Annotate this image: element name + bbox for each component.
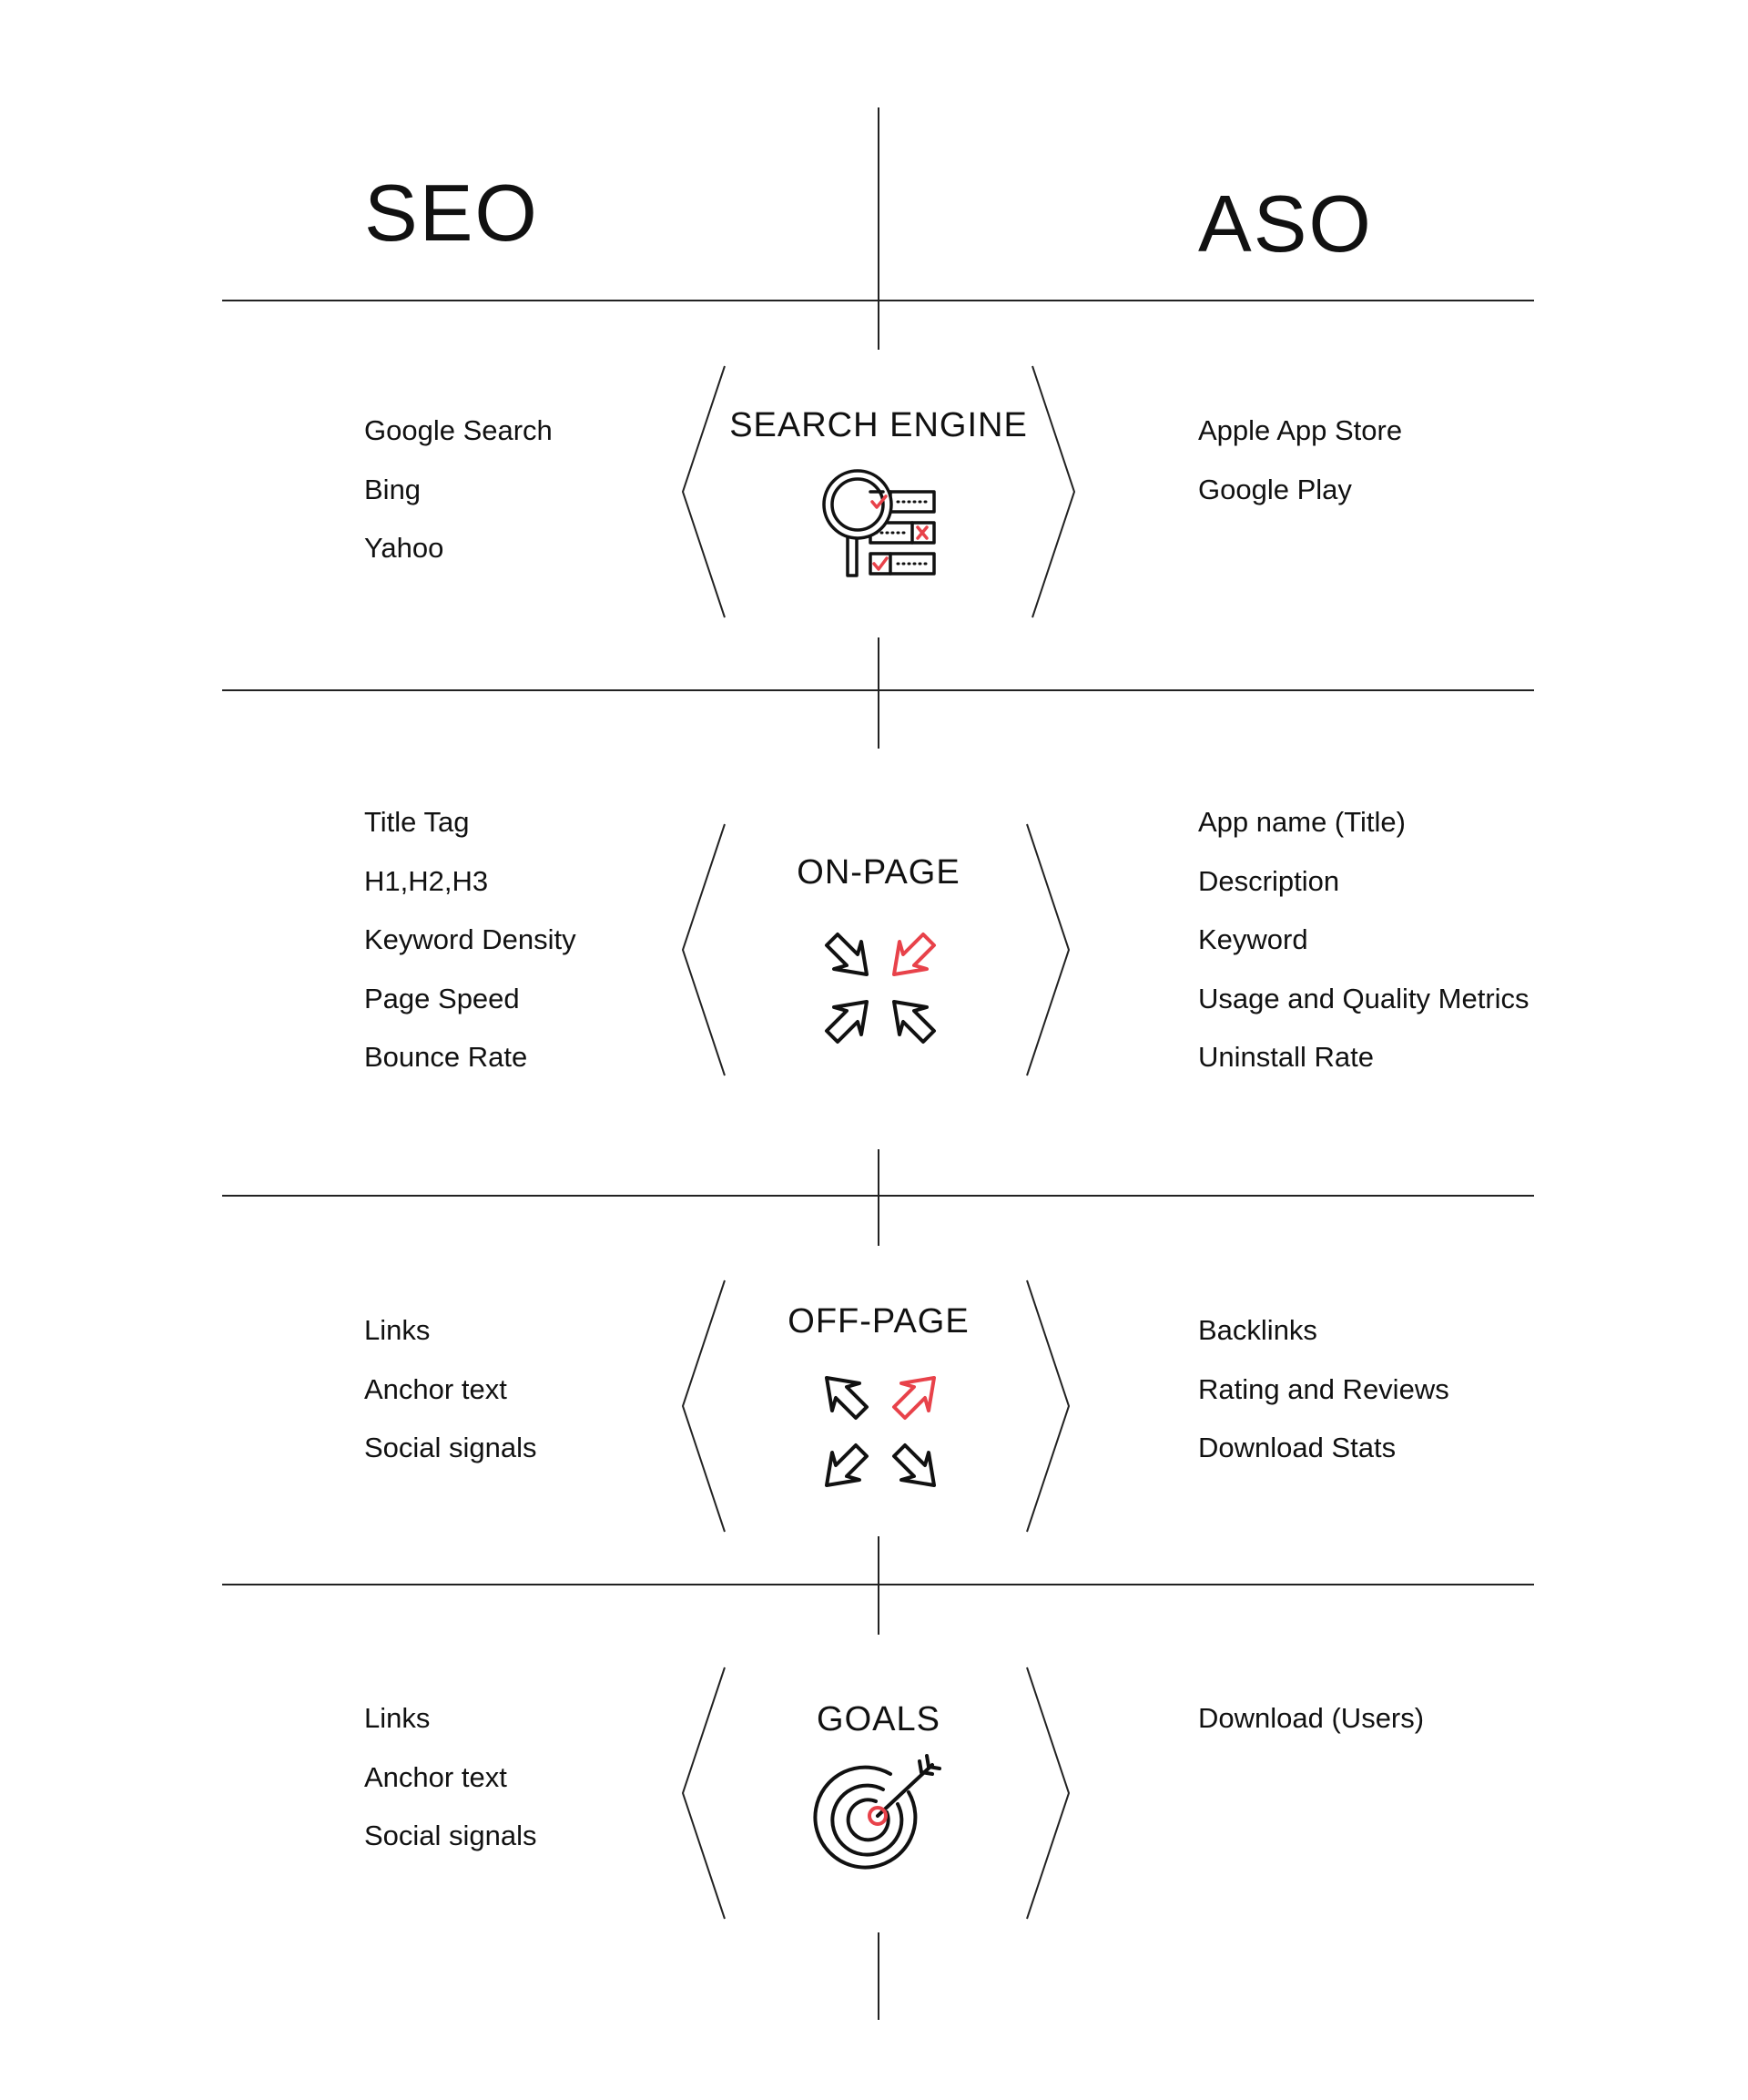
aso-search-engine-list: Apple App Store Google Play xyxy=(1198,402,1402,519)
seo-on-page-list: Title Tag H1,H2,H3 Keyword Density Page … xyxy=(364,793,576,1087)
seo-search-engine-list: Google Search Bing Yahoo xyxy=(364,402,553,578)
list-item: Google Play xyxy=(1198,473,1352,505)
center-line-2 xyxy=(878,637,879,749)
list-item: Anchor text xyxy=(364,1372,507,1405)
list-item: Backlinks xyxy=(1198,1314,1317,1346)
list-item: Yahoo xyxy=(364,532,444,564)
list-item: Links xyxy=(364,1702,431,1734)
list-item: Social signals xyxy=(364,1432,537,1463)
list-item: Usage and Quality Metrics xyxy=(1198,982,1530,1014)
center-line-5 xyxy=(878,1932,879,2020)
search-magnifier-checklist-icon xyxy=(822,469,936,577)
list-item: Google Search xyxy=(364,414,553,446)
arrows-outward-icon xyxy=(825,1376,936,1487)
list-item: Apple App Store xyxy=(1198,414,1403,446)
aso-title: ASO xyxy=(1198,178,1373,269)
aso-on-page-list: App name (Title) Description Keyword Usa… xyxy=(1198,793,1530,1087)
list-item: Links xyxy=(364,1314,431,1346)
section-label-goals: GOALS xyxy=(817,1700,940,1738)
center-line-4 xyxy=(878,1536,879,1635)
hexagon-bracket xyxy=(681,1279,1071,1533)
list-item: Uninstall Rate xyxy=(1198,1041,1374,1073)
list-item: Page Speed xyxy=(364,982,520,1014)
seo-off-page-list: Links Anchor text Social signals xyxy=(364,1301,537,1478)
section-label-off-page: OFF-PAGE xyxy=(788,1302,970,1341)
aso-goals-list: Download (Users) xyxy=(1198,1689,1424,1748)
hexagon-bracket xyxy=(681,365,1076,618)
list-item: App name (Title) xyxy=(1198,806,1406,838)
target-arrow-icon xyxy=(813,1754,941,1870)
list-item: Download Stats xyxy=(1198,1432,1397,1463)
list-item: Keyword Density xyxy=(364,923,576,955)
list-item: Title Tag xyxy=(364,806,470,838)
list-item: Rating and Reviews xyxy=(1198,1372,1449,1405)
seo-goals-list: Links Anchor text Social signals xyxy=(364,1689,537,1866)
arrows-inward-icon xyxy=(825,933,936,1044)
list-item: H1,H2,H3 xyxy=(364,864,489,897)
seo-title: SEO xyxy=(364,168,539,258)
list-item: Bing xyxy=(364,473,422,505)
hexagon-bracket xyxy=(681,823,1071,1076)
center-line-3 xyxy=(878,1149,879,1246)
section-label-on-page: ON-PAGE xyxy=(797,853,960,892)
list-item: Social signals xyxy=(364,1820,537,1851)
center-line-1 xyxy=(878,107,879,350)
list-item: Anchor text xyxy=(364,1760,507,1793)
section-label-search-engine: SEARCH ENGINE xyxy=(729,406,1028,444)
list-item: Bounce Rate xyxy=(364,1041,528,1073)
list-item: Download (Users) xyxy=(1198,1702,1425,1734)
list-item: Keyword xyxy=(1198,923,1308,955)
aso-off-page-list: Backlinks Rating and Reviews Download St… xyxy=(1198,1301,1449,1478)
list-item: Description xyxy=(1198,864,1340,897)
hexagon-bracket xyxy=(681,1667,1071,1920)
